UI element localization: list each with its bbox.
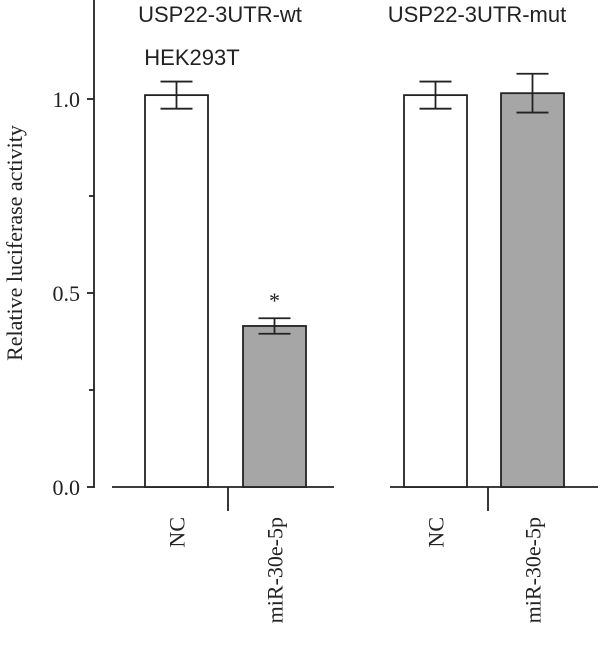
y-tick-label: 1.0: [53, 87, 81, 112]
category-label: miR-30e-5p: [263, 517, 288, 623]
labels: NC * miR-30e-5p NC miR-30e-5p USP22-3UTR-wt US…: [138, 2, 566, 623]
bar: [500, 92, 565, 488]
y-axis-label: Relative luciferase activity: [2, 125, 27, 361]
y-tick-label: 0.0: [53, 475, 81, 500]
category-label: NC: [165, 517, 190, 548]
bar: [144, 94, 209, 488]
bars: [144, 72, 565, 488]
group-label: USP22-3UTR-mut: [388, 2, 566, 27]
significance-marker: *: [269, 288, 280, 313]
cell-line-annotation: HEK293T: [144, 45, 239, 70]
y-tick-label: 0.5: [53, 281, 81, 306]
bar: [403, 94, 468, 488]
category-label: NC: [424, 517, 449, 548]
group-label: USP22-3UTR-wt: [138, 2, 302, 27]
category-label: miR-30e-5p: [521, 517, 546, 623]
bar: [242, 325, 307, 488]
